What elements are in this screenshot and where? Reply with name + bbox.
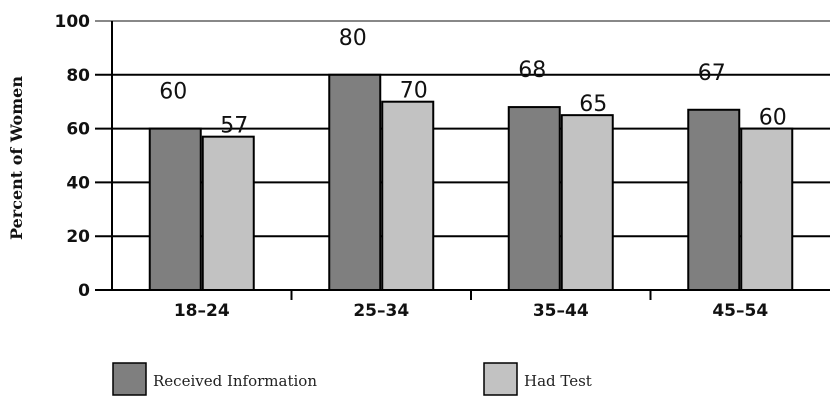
axes: 0 20 40 60 80 100 18–24 25–34 35–44 45–54	[55, 12, 830, 321]
data-labels: 60 57 80 70 68 65 67 60	[159, 26, 787, 139]
y-tick-label: 100	[55, 12, 91, 32]
data-label: 60	[759, 106, 787, 131]
y-tick-label: 80	[66, 66, 90, 86]
x-category-label: 45–54	[712, 301, 768, 321]
legend-swatch-had-test	[483, 362, 518, 396]
bar-received-information	[148, 127, 202, 291]
bar-had-test	[740, 127, 794, 291]
bar-received-information	[328, 73, 382, 291]
y-tick-label: 40	[66, 173, 90, 193]
x-category-label: 35–44	[533, 301, 589, 321]
y-axis-label: Percent of Women	[7, 76, 26, 240]
data-label: 70	[400, 79, 428, 104]
legend-swatch-received-information	[112, 362, 147, 396]
y-tick-label: 20	[66, 227, 90, 247]
bar-had-test	[381, 100, 435, 291]
data-label: 67	[698, 61, 726, 86]
data-label: 68	[518, 58, 546, 83]
data-label: 80	[339, 26, 367, 51]
x-category-label: 18–24	[174, 301, 230, 321]
data-label: 60	[159, 80, 187, 105]
x-category-label: 25–34	[353, 301, 409, 321]
legend-label-received-information: Received Information	[153, 372, 317, 390]
bar-had-test	[201, 135, 255, 291]
y-tick-label: 60	[66, 120, 90, 140]
bar-received-information	[507, 106, 561, 291]
bar-had-test	[560, 114, 614, 292]
data-label: 65	[579, 92, 607, 117]
bar-received-information	[687, 108, 741, 291]
data-label: 57	[220, 114, 248, 139]
legend-label-had-test: Had Test	[524, 372, 592, 390]
bars	[148, 73, 794, 292]
y-tick-label: 0	[78, 281, 90, 301]
legend: Received Information Had Test	[112, 362, 592, 396]
